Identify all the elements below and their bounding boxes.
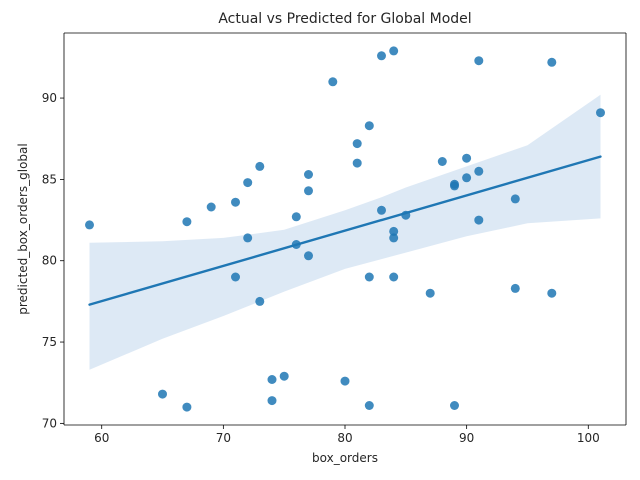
x-axis-label: box_orders bbox=[312, 451, 378, 465]
data-point bbox=[462, 173, 472, 183]
x-tick-label: 70 bbox=[216, 431, 231, 445]
data-point bbox=[231, 272, 240, 282]
y-axis-label: predicted_box_orders_global bbox=[16, 143, 30, 314]
data-point bbox=[547, 57, 557, 67]
data-point bbox=[182, 217, 192, 227]
data-point bbox=[437, 157, 447, 166]
data-point bbox=[328, 77, 338, 87]
data-point bbox=[425, 288, 435, 298]
data-point bbox=[377, 51, 386, 61]
x-tick-label: 90 bbox=[459, 431, 474, 445]
data-point bbox=[510, 194, 520, 204]
y-tick-label: 75 bbox=[42, 335, 57, 349]
data-point bbox=[267, 375, 277, 384]
data-point bbox=[304, 251, 313, 261]
data-point bbox=[291, 212, 301, 222]
regression-line bbox=[88, 155, 602, 306]
data-point bbox=[474, 56, 484, 66]
chart-title: Actual vs Predicted for Global Model bbox=[218, 11, 471, 27]
data-point bbox=[182, 402, 192, 412]
data-point bbox=[596, 108, 605, 118]
data-point bbox=[340, 376, 350, 386]
data-point bbox=[389, 46, 399, 56]
data-point bbox=[267, 396, 277, 406]
data-point bbox=[304, 186, 313, 196]
data-point bbox=[377, 205, 386, 215]
data-point bbox=[510, 283, 520, 293]
data-point bbox=[474, 215, 484, 225]
y-tick-label: 85 bbox=[42, 172, 57, 186]
data-point bbox=[401, 210, 411, 220]
data-point bbox=[352, 158, 362, 168]
data-point bbox=[364, 121, 374, 131]
x-tick-label: 80 bbox=[337, 431, 352, 445]
y-tick-label: 90 bbox=[42, 91, 57, 105]
data-point bbox=[389, 233, 399, 243]
data-point bbox=[474, 166, 484, 176]
confidence-band bbox=[89, 94, 601, 370]
data-point bbox=[255, 296, 265, 306]
data-point bbox=[85, 220, 94, 230]
y-tick-label: 70 bbox=[42, 416, 57, 430]
data-point bbox=[450, 401, 459, 410]
data-point bbox=[547, 288, 557, 298]
data-point bbox=[304, 170, 313, 179]
x-tick-label: 100 bbox=[577, 431, 600, 445]
data-point bbox=[364, 272, 374, 282]
data-point bbox=[462, 153, 472, 163]
data-point bbox=[389, 226, 399, 236]
data-point bbox=[158, 389, 167, 399]
data-point bbox=[450, 181, 459, 191]
data-point bbox=[364, 401, 374, 410]
data-point bbox=[243, 178, 253, 188]
data-point bbox=[389, 272, 399, 282]
y-tick-label: 80 bbox=[42, 254, 57, 268]
data-point bbox=[231, 197, 240, 207]
data-point bbox=[352, 139, 362, 149]
x-tick-label: 60 bbox=[94, 431, 109, 445]
data-point bbox=[243, 233, 253, 243]
data-point bbox=[255, 161, 265, 171]
data-point bbox=[279, 371, 289, 381]
data-point bbox=[291, 240, 301, 249]
data-point bbox=[206, 202, 216, 212]
